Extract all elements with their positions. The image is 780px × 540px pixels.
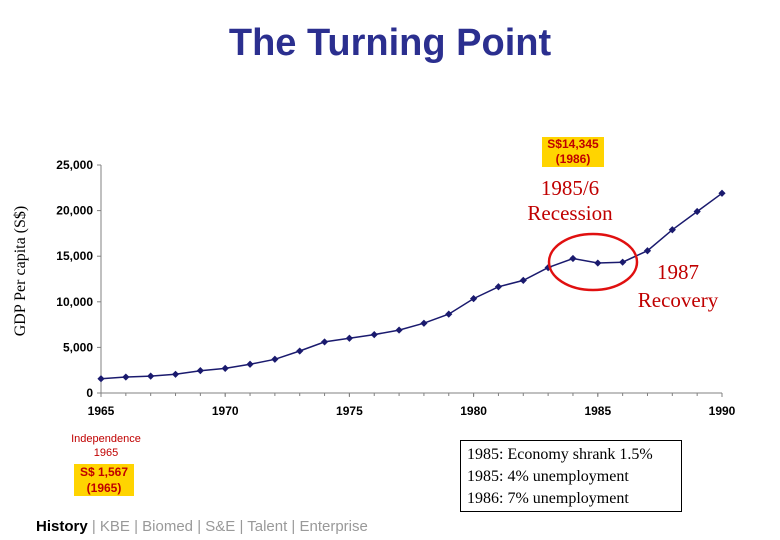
data-point	[395, 326, 403, 334]
recession-label: 1985/6 Recession	[506, 176, 634, 226]
data-point	[171, 370, 180, 378]
start-callout: S$ 1,567 (1965)	[74, 464, 134, 496]
data-point	[271, 355, 279, 363]
page-title: The Turning Point	[228, 22, 552, 64]
x-tick-label: 1985	[584, 404, 611, 418]
x-tick-label: 1965	[88, 404, 115, 418]
y-axis-label: GDP Per capita (S$)	[12, 205, 29, 337]
data-point	[594, 259, 602, 267]
x-tick-label: 1970	[212, 404, 239, 418]
note-line: 1986: 7% unemployment	[467, 490, 629, 507]
recovery-label: 1987 Recovery	[622, 258, 734, 314]
chart-axes	[100, 165, 722, 394]
nav-separator: |	[87, 518, 100, 535]
recession-line1: 1985/6	[540, 176, 600, 200]
data-point	[320, 338, 329, 346]
recession-circle	[547, 232, 639, 292]
independence-label: Independence 1965	[48, 432, 164, 460]
data-point	[196, 367, 204, 375]
data-point	[147, 372, 155, 380]
data-point	[97, 375, 105, 383]
y-tick-label: 20,000	[56, 204, 93, 218]
y-tick-label: 0	[86, 386, 93, 400]
data-point	[619, 258, 627, 266]
recession-line2: Recession	[527, 201, 613, 225]
y-tick-label: 15,000	[56, 249, 93, 263]
peak-value: S$14,345	[547, 137, 599, 151]
chart-ticks: 0 5,000 10,000 15,000 20,000 25,000 1965 1970 19…	[56, 158, 735, 418]
data-point	[643, 247, 652, 255]
y-tick-label: 10,000	[56, 295, 93, 309]
series-points	[97, 189, 726, 383]
data-point	[470, 295, 478, 303]
note-line: 1985: Economy shrank 1.5%	[467, 446, 653, 463]
data-point	[494, 283, 503, 291]
peak-callout: S$14,345 (1986)	[542, 137, 604, 167]
data-point	[569, 254, 577, 263]
x-tick-label: 1990	[709, 404, 736, 418]
data-point	[693, 207, 701, 216]
data-point	[296, 347, 304, 355]
data-point	[668, 226, 676, 234]
data-point	[445, 310, 453, 318]
start-year: (1965)	[86, 481, 122, 495]
data-point	[370, 331, 378, 339]
y-tick-label: 25,000	[56, 158, 93, 172]
data-point	[544, 264, 552, 272]
data-point	[345, 334, 353, 342]
data-point	[718, 189, 726, 197]
section-nav: History | KBE | Biomed | S&E | Talent | …	[36, 518, 368, 535]
x-tick-label: 1980	[460, 404, 487, 418]
notes-box: 1985: Economy shrank 1.5% 1985: 4% unemp…	[460, 440, 682, 512]
recovery-line2: Recovery	[637, 288, 719, 312]
peak-year: (1986)	[555, 152, 591, 166]
x-tick-label: 1975	[336, 404, 363, 418]
data-point	[122, 373, 130, 381]
note-line: 1985: 4% unemployment	[467, 468, 629, 485]
data-point	[246, 360, 254, 368]
independence-line2: 1965	[93, 447, 119, 459]
y-tick-label: 5,000	[63, 340, 93, 354]
recovery-line1: 1987	[657, 260, 699, 284]
independence-line1: Independence	[71, 433, 141, 445]
nav-other-sections[interactable]: KBE | Biomed | S&E | Talent | Enterprise	[99, 518, 368, 535]
series-line-gdp	[100, 192, 723, 380]
nav-current[interactable]: History	[36, 518, 88, 535]
data-point	[420, 319, 428, 327]
data-point	[221, 364, 229, 372]
data-point	[519, 276, 527, 284]
start-value: S$ 1,567	[79, 465, 129, 479]
